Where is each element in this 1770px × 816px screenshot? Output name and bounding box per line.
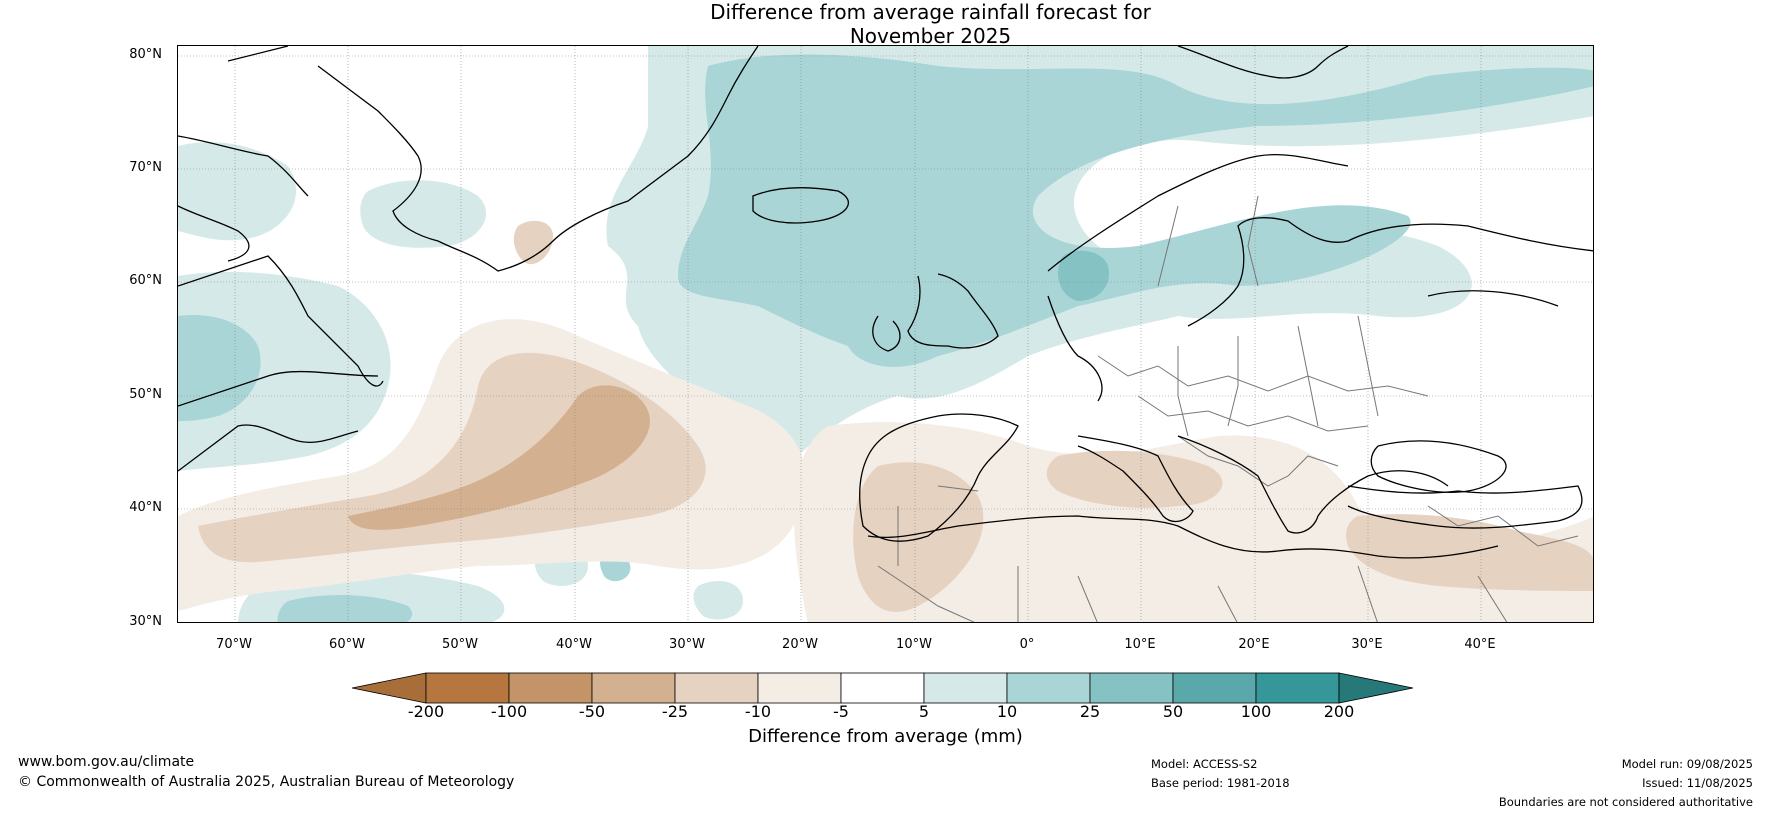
lon-label-20e: 20°E — [1238, 637, 1270, 652]
graticule — [178, 46, 1593, 622]
footer-model: Model: ACCESS-S2 — [1151, 757, 1258, 771]
lon-label-50w: 50°W — [442, 637, 478, 652]
wet-area-small-3 — [693, 581, 743, 620]
coast-turkey — [1347, 485, 1583, 529]
lat-label-70n: 70°N — [129, 160, 162, 175]
lat-label-30n: 30°N — [129, 614, 162, 629]
colorbar-tick-label: -10 — [744, 702, 772, 721]
coast-north-africa — [867, 515, 1499, 559]
lon-label-0: 0° — [1019, 637, 1035, 652]
coast-greenland — [227, 46, 759, 272]
dry-area-greenland — [513, 220, 553, 265]
wet-area-norway — [1058, 250, 1109, 301]
colorbar-segment — [1255, 672, 1340, 704]
colorbar-segment — [1172, 672, 1257, 704]
colorbar-tick-label: 5 — [918, 702, 930, 721]
colorbar-segment — [508, 672, 593, 704]
lon-label-70w: 70°W — [216, 637, 252, 652]
lon-label-10e: 10°E — [1124, 637, 1156, 652]
wet-area-core — [678, 54, 1593, 367]
coast-labrador — [178, 255, 384, 472]
colorbar-segment — [591, 672, 676, 704]
footer-disclaimer: Boundaries are not considered authoritat… — [1498, 795, 1753, 809]
lon-label-10w: 10°W — [896, 637, 932, 652]
colorbar-tick-label: -100 — [490, 702, 528, 721]
border-middle-east — [1427, 505, 1579, 547]
footer-base-period: Base period: 1981-2018 — [1151, 776, 1290, 790]
footer-issued: Issued: 11/08/2025 — [1642, 776, 1753, 790]
rainfall-anomaly-map — [177, 45, 1594, 623]
colorbar-segment — [840, 672, 925, 704]
dry-area-atlantic-core — [348, 385, 650, 530]
map-title: Difference from average rainfall forecas… — [0, 0, 1770, 48]
lon-label-20w: 20°W — [782, 637, 818, 652]
lat-label-40n: 40°N — [129, 500, 162, 515]
colorbar-tick-label: -50 — [578, 702, 606, 721]
colorbar-segment — [1006, 672, 1091, 704]
colorbar-label: Difference from average (mm) — [748, 726, 1023, 747]
colorbar-segment — [757, 672, 842, 704]
colorbar-extend-low — [352, 672, 427, 704]
lat-label-50n: 50°N — [129, 387, 162, 402]
coast-baffin — [178, 135, 309, 262]
colorbar-tick-label: -200 — [407, 702, 445, 721]
coast-iberia — [859, 413, 1019, 542]
colorbar-tick-label: 25 — [1079, 702, 1101, 721]
lon-label-40w: 40°W — [556, 637, 592, 652]
coast-balkans-greece — [1177, 435, 1449, 534]
colorbar-segment — [1089, 672, 1174, 704]
lon-label-60w: 60°W — [329, 637, 365, 652]
lat-label-60n: 60°N — [129, 273, 162, 288]
colorbar-svg — [352, 672, 1414, 704]
coastlines — [178, 46, 1593, 559]
coast-black-sea — [1370, 440, 1507, 493]
wet-area-labrador-core — [178, 315, 261, 421]
border-europe-3 — [1177, 315, 1379, 437]
coast-british-isles — [872, 273, 999, 352]
wet-area-labrador-west — [178, 271, 391, 471]
lon-label-40e: 40°E — [1464, 637, 1496, 652]
colorbar-extend-high — [1338, 672, 1414, 704]
country-borders — [877, 195, 1579, 622]
border-europe-2 — [1137, 395, 1369, 432]
colorbar-segments — [352, 672, 1414, 704]
map-svg — [178, 46, 1593, 622]
border-europe-1 — [1097, 355, 1429, 397]
lat-label-80n: 80°N — [129, 47, 162, 62]
wet-area-baffin — [178, 142, 297, 241]
dry-anomaly-areas — [178, 220, 1593, 622]
colorbar-tick-label: 200 — [1323, 702, 1355, 721]
border-africa — [877, 565, 1508, 622]
footer-model-run: Model run: 09/08/2025 — [1621, 757, 1753, 771]
colorbar-segment — [674, 672, 759, 704]
footer-website: www.bom.gov.au/climate — [18, 754, 195, 770]
title-line-2: November 2025 — [849, 24, 1012, 48]
colorbar-tick-label: -5 — [833, 702, 849, 721]
colorbar-segment — [923, 672, 1008, 704]
colorbar-segment — [425, 672, 510, 704]
border-scandinavia — [1157, 195, 1259, 287]
title-line-1: Difference from average rainfall forecas… — [710, 0, 1151, 24]
footer-copyright: © Commonwealth of Australia 2025, Austra… — [18, 774, 515, 790]
colorbar-tick-label: -25 — [661, 702, 689, 721]
colorbar-tick-label: 10 — [996, 702, 1018, 721]
colorbar-tick-label: 50 — [1162, 702, 1184, 721]
coast-iceland — [752, 187, 850, 224]
colorbar-tick-label: 100 — [1240, 702, 1272, 721]
coast-europe-north — [1047, 223, 1593, 402]
dry-area-iberia-mid — [853, 462, 984, 612]
wet-area-greenland-south — [360, 180, 487, 248]
wet-area-subtropical-core — [277, 594, 413, 622]
border-balkans — [1177, 435, 1339, 487]
coast-svalbard — [1177, 46, 1349, 79]
coast-italy — [1077, 435, 1194, 523]
colorbar — [352, 672, 1420, 704]
coast-scandinavia — [1047, 153, 1349, 327]
lon-label-30e: 30°E — [1351, 637, 1383, 652]
lon-label-30w: 30°W — [669, 637, 705, 652]
